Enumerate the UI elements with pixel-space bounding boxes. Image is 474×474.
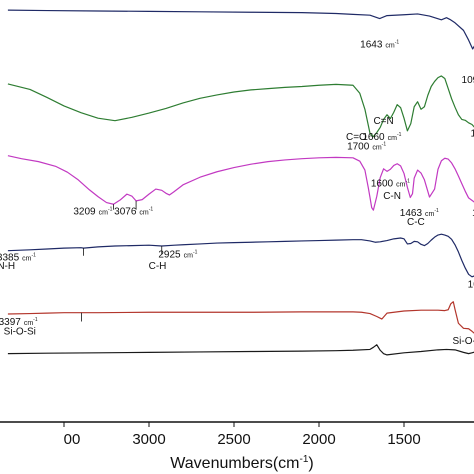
peak-annotation-unit-sup: -1 bbox=[31, 252, 36, 258]
peak-annotation-unit-sup: -1 bbox=[193, 249, 198, 255]
x-axis-title: Wavenumbers(cm-1) bbox=[170, 454, 313, 472]
peak-annotation-unit: cm bbox=[388, 135, 398, 142]
peak-annotation-13: C-C bbox=[407, 217, 425, 228]
peak-annotation-unit-sup: -1 bbox=[33, 317, 38, 323]
peak-annotation-value: 3209 bbox=[73, 206, 96, 217]
peak-annotation-unit: cm bbox=[139, 209, 149, 216]
peak-annotation-unit: cm bbox=[99, 209, 109, 216]
x-tick-layer: 3000250020001500001 bbox=[63, 422, 421, 448]
peak-annotation-value: 1660 bbox=[362, 132, 385, 143]
peak-annotation-value: C-C bbox=[407, 217, 425, 228]
peak-annotation-unit-sup: -1 bbox=[395, 40, 400, 46]
peak-annotation-value: C=N bbox=[373, 116, 393, 127]
peak-annotation-value: 1096 bbox=[462, 75, 474, 86]
peak-annotation-17: C-H bbox=[149, 261, 167, 272]
peak-annotation-unit-sup: -1 bbox=[108, 206, 113, 212]
peak-annotation-unit: cm bbox=[385, 43, 395, 50]
peak-annotation-20: 3397 cm-1 bbox=[0, 317, 38, 328]
peak-annotation-value: 1700 bbox=[347, 141, 370, 152]
peak-annotation-unit-sup: -1 bbox=[434, 208, 439, 214]
peak-annotation-value: 1087 bbox=[468, 279, 474, 290]
peak-annotation-value: 1600 bbox=[371, 179, 394, 190]
peak-annotation-value: 2925 bbox=[158, 249, 181, 260]
peak-annotation-4: C=O bbox=[346, 132, 367, 143]
x-axis-title-tail: ) bbox=[308, 455, 313, 472]
peak-annotation-19: 1087 bbox=[468, 279, 474, 290]
peak-annotation-unit-sup: -1 bbox=[397, 132, 402, 138]
peak-annotation-16: 3385cm-1 bbox=[0, 252, 36, 263]
peak-annotation-unit: cm bbox=[22, 255, 32, 262]
peak-annotation-value: C-H bbox=[149, 261, 167, 272]
peak-annotation-unit: cm bbox=[372, 144, 382, 151]
x-tick-label-1: 3000 bbox=[132, 431, 165, 448]
spectrum-line-1 bbox=[7, 9, 474, 50]
peak-annotation-7: 106 bbox=[470, 128, 474, 139]
peak-annotation-14: 109 bbox=[472, 208, 474, 219]
peak-annotation-1: 1643 cm-1 bbox=[360, 40, 399, 51]
peak-annotation-value: C-N bbox=[383, 191, 401, 202]
peak-annotation-value: 3076 bbox=[114, 206, 137, 217]
spectrum-line-3 bbox=[7, 155, 474, 211]
peak-annotation-unit: cm bbox=[396, 182, 406, 189]
peak-annotation-2: 1096 bbox=[462, 75, 474, 86]
peak-annotation-value: N-H bbox=[0, 261, 15, 272]
peak-annotation-15: 2925 cm-1 bbox=[158, 249, 197, 260]
peak-annotation-10: 3209 cm-1 bbox=[73, 206, 112, 217]
series-layer bbox=[7, 9, 474, 356]
pointer-layer bbox=[81, 200, 163, 322]
peak-annotation-unit-sup: -1 bbox=[382, 141, 387, 147]
peak-annotation-5: 1660 cm-1 bbox=[362, 132, 401, 143]
peak-annotation-3: C=N bbox=[373, 116, 393, 127]
peak-annotation-8: 1600 cm-1 bbox=[371, 179, 410, 190]
peak-annotation-22: Si-O-Si bbox=[452, 336, 474, 347]
peak-annotation-12: 1463 cm-1 bbox=[400, 208, 439, 219]
annotation-layer: 1643cm-11096C=NC=O1660cm-11700cm-1106160… bbox=[0, 40, 474, 347]
peak-annotation-unit-sup: -1 bbox=[149, 206, 154, 212]
peak-annotation-11: 3076 cm-1 bbox=[114, 206, 153, 217]
peak-annotation-9: C-N bbox=[383, 191, 401, 202]
peak-annotation-value: C=O bbox=[346, 132, 367, 143]
peak-annotation-value: Si-O-Si bbox=[4, 327, 36, 338]
peak-annotation-value: 1643 bbox=[360, 40, 383, 51]
peak-annotation-unit: cm bbox=[24, 320, 33, 327]
x-tick-label-5: 00 bbox=[64, 431, 81, 448]
peak-annotation-unit: cm bbox=[425, 211, 435, 218]
x-axis-title-superscript: -1 bbox=[299, 454, 308, 465]
spectrum-line-2 bbox=[7, 75, 474, 138]
spectrum-line-5 bbox=[7, 301, 474, 334]
spectrum-line-6 bbox=[7, 344, 474, 356]
x-tick-label-2: 2500 bbox=[217, 431, 250, 448]
peak-annotation-unit-sup: -1 bbox=[405, 179, 410, 185]
x-axis-title-text: Wavenumbers(cm bbox=[170, 455, 299, 472]
peak-annotation-value: Si-O-Si bbox=[452, 336, 474, 347]
peak-annotation-6: 1700 cm-1 bbox=[347, 141, 386, 152]
peak-annotation-unit: cm bbox=[184, 252, 194, 259]
x-tick-label-3: 2000 bbox=[302, 431, 335, 448]
peak-annotation-value: 3385 bbox=[0, 252, 20, 263]
peak-annotation-18: N-H bbox=[0, 261, 15, 272]
peak-annotation-value: 109 bbox=[472, 208, 474, 219]
peak-annotation-value: 3397 bbox=[0, 317, 21, 328]
peak-annotation-value: 106 bbox=[470, 128, 474, 139]
x-tick-label-4: 1500 bbox=[387, 431, 420, 448]
spectrum-line-4 bbox=[7, 233, 474, 278]
peak-annotation-21: Si-O-Si bbox=[4, 327, 36, 338]
peak-annotation-value: 1463 bbox=[400, 208, 423, 219]
